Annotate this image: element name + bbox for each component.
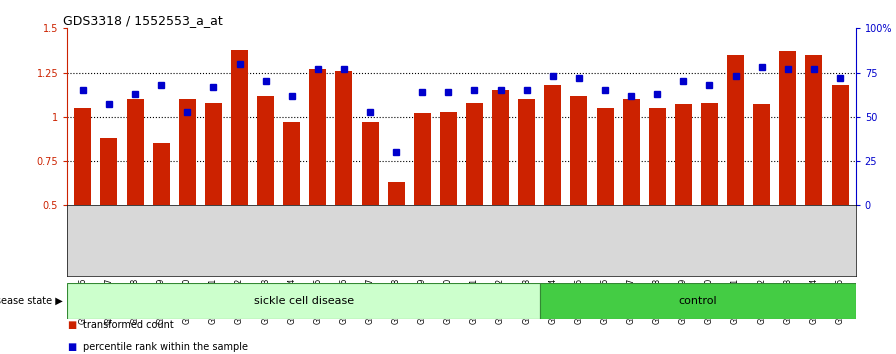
Text: transformed count: transformed count [83, 320, 174, 330]
Text: ■: ■ [67, 342, 76, 352]
Bar [545, 85, 561, 205]
Bar [727, 55, 744, 205]
Bar [309, 69, 326, 205]
Text: control: control [678, 296, 718, 306]
Bar [701, 103, 718, 205]
Text: GDS3318 / 1552553_a_at: GDS3318 / 1552553_a_at [64, 14, 223, 27]
Bar [257, 96, 274, 205]
Bar [152, 143, 169, 205]
Bar [205, 103, 222, 205]
Bar [466, 103, 483, 205]
Bar [571, 96, 588, 205]
Bar [518, 99, 535, 205]
Text: sickle cell disease: sickle cell disease [254, 296, 354, 306]
Bar [831, 85, 849, 205]
Bar [492, 90, 509, 205]
Text: ■: ■ [67, 320, 76, 330]
Bar [754, 104, 771, 205]
Bar [780, 51, 797, 205]
Bar [388, 182, 405, 205]
Bar [649, 108, 666, 205]
Bar [283, 122, 300, 205]
Bar [623, 99, 640, 205]
Text: percentile rank within the sample: percentile rank within the sample [83, 342, 248, 352]
Bar [362, 122, 378, 205]
Bar [335, 71, 352, 205]
Bar [126, 99, 143, 205]
Bar [540, 283, 856, 319]
Bar [74, 108, 91, 205]
Bar [597, 108, 614, 205]
Bar [100, 138, 117, 205]
Bar [179, 99, 196, 205]
Bar [414, 113, 431, 205]
Text: disease state ▶: disease state ▶ [0, 296, 63, 306]
Bar [806, 55, 823, 205]
Bar [675, 104, 692, 205]
Bar [67, 283, 540, 319]
Bar [231, 50, 248, 205]
Bar [440, 112, 457, 205]
